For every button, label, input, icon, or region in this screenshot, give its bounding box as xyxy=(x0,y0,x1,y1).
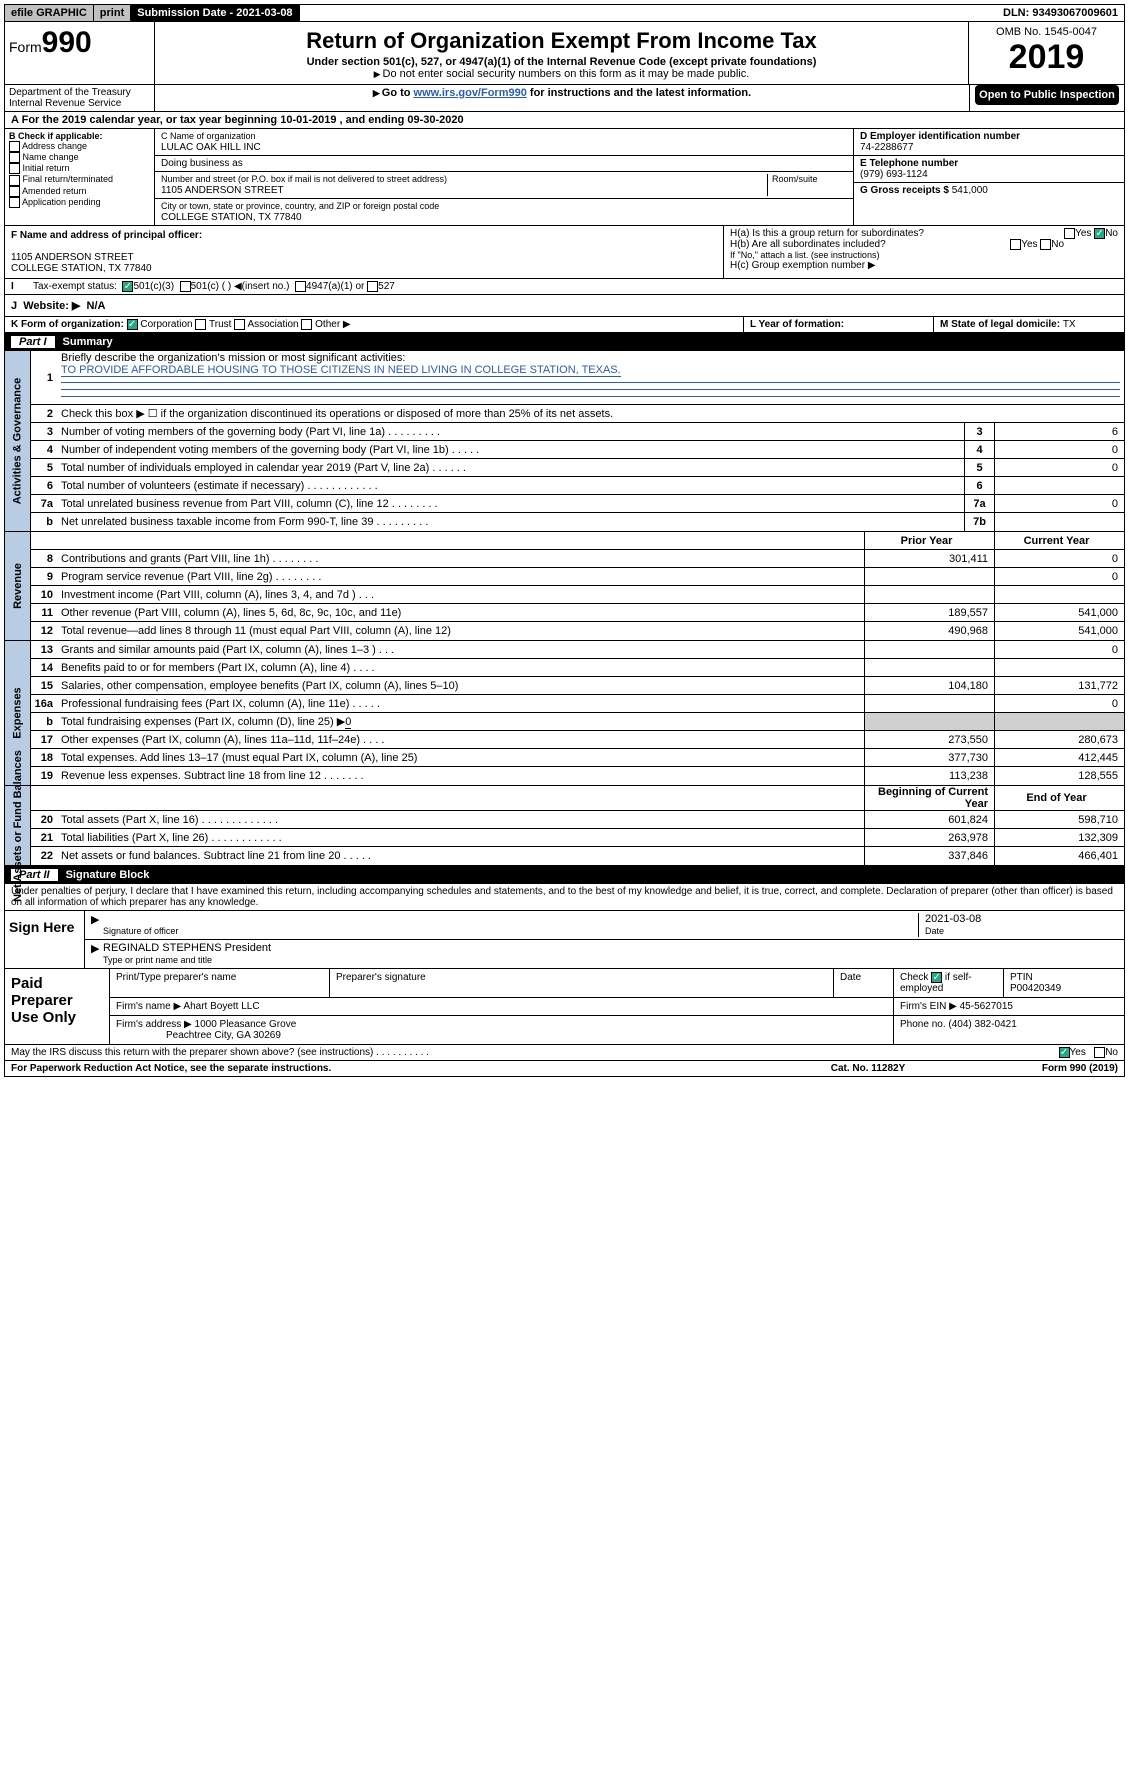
val-7b xyxy=(994,513,1124,531)
footer-row: For Paperwork Reduction Act Notice, see … xyxy=(4,1061,1125,1077)
gross-receipts: 541,000 xyxy=(952,185,988,196)
sidebar-revenue: Revenue xyxy=(12,563,24,609)
sidebar-expenses: Expenses xyxy=(12,687,24,738)
val-5: 0 xyxy=(994,459,1124,476)
org-city: COLLEGE STATION, TX 77840 xyxy=(161,212,302,223)
sign-here-label: Sign Here xyxy=(5,911,85,968)
ein: 74-2288677 xyxy=(860,142,913,153)
box-b: B Check if applicable: Address change Na… xyxy=(5,129,155,225)
box-h: H(a) Is this a group return for subordin… xyxy=(724,226,1124,278)
form-title: Return of Organization Exempt From Incom… xyxy=(159,28,964,54)
omb-number: OMB No. 1545-0047 xyxy=(973,26,1120,38)
box-c: C Name of organizationLULAC OAK HILL INC… xyxy=(155,129,854,225)
discuss-row: May the IRS discuss this return with the… xyxy=(4,1045,1125,1061)
section-expenses: Expenses 13Grants and similar amounts pa… xyxy=(4,641,1125,786)
val-4: 0 xyxy=(994,441,1124,458)
phone: (979) 693-1124 xyxy=(860,169,928,180)
section-bcd: B Check if applicable: Address change Na… xyxy=(4,129,1125,226)
val-3: 6 xyxy=(994,423,1124,440)
officer-name: REGINALD STEPHENS President xyxy=(103,942,271,954)
firm-name: Ahart Boyett LLC xyxy=(183,1001,259,1012)
sign-here-block: Sign Here ▶Signature of officer2021-03-0… xyxy=(4,911,1125,969)
part2-bar: Part IISignature Block xyxy=(4,866,1125,884)
form-subtitle: Under section 501(c), 527, or 4947(a)(1)… xyxy=(159,56,964,68)
val-7a: 0 xyxy=(994,495,1124,512)
sidebar-netassets: Net Assets or Fund Balances xyxy=(12,750,24,902)
goto-link-row: Go to www.irs.gov/Form990 for instructio… xyxy=(155,85,969,111)
firm-ein: 45-5627015 xyxy=(960,1001,1013,1012)
box-f: F Name and address of principal officer:… xyxy=(5,226,724,278)
dln: DLN: 93493067009601 xyxy=(997,5,1124,21)
top-toolbar: efile GRAPHIC print Submission Date - 20… xyxy=(4,4,1125,22)
paid-preparer-label: Paid Preparer Use Only xyxy=(5,969,110,1044)
mission-text: TO PROVIDE AFFORDABLE HOUSING TO THOSE C… xyxy=(61,364,621,377)
preparer-phone: (404) 382-0421 xyxy=(948,1019,1016,1030)
dept-row: Department of the Treasury Internal Reve… xyxy=(4,85,1125,112)
form-number: Form990 xyxy=(5,22,155,84)
part1-bar: Part ISummary xyxy=(4,333,1125,351)
print-button[interactable]: print xyxy=(94,5,131,21)
section-netassets: Net Assets or Fund Balances Beginning of… xyxy=(4,786,1125,866)
omb-cell: OMB No. 1545-0047 2019 xyxy=(969,22,1124,84)
form-title-block: Return of Organization Exempt From Incom… xyxy=(155,22,969,84)
section-revenue: Revenue Prior YearCurrent Year 8Contribu… xyxy=(4,532,1125,641)
form-header: Form990 Return of Organization Exempt Fr… xyxy=(4,22,1125,85)
paid-preparer-block: Paid Preparer Use Only Print/Type prepar… xyxy=(4,969,1125,1045)
note-ssn: Do not enter social security numbers on … xyxy=(159,68,964,80)
perjury-text: Under penalties of perjury, I declare th… xyxy=(4,884,1125,911)
efile-button[interactable]: efile GRAPHIC xyxy=(5,5,94,21)
dept-treasury: Department of the Treasury Internal Reve… xyxy=(5,85,155,111)
org-street: 1105 ANDERSON STREET xyxy=(161,185,284,196)
section-fh: F Name and address of principal officer:… xyxy=(4,226,1125,279)
org-name: LULAC OAK HILL INC xyxy=(161,142,261,153)
submission-date: Submission Date - 2021-03-08 xyxy=(131,5,299,21)
section-activities: Activities & Governance 1Briefly describ… xyxy=(4,351,1125,532)
row-i: I Tax-exempt status: ✓ 501(c)(3) 501(c) … xyxy=(4,279,1125,295)
row-j: J Website: ▶ N/A xyxy=(4,295,1125,317)
open-public: Open to Public Inspection xyxy=(969,85,1124,111)
val-6 xyxy=(994,477,1124,494)
row-k: K Form of organization: ✓ Corporation Tr… xyxy=(4,317,1125,333)
box-deg: D Employer identification number74-22886… xyxy=(854,129,1124,225)
irs-link[interactable]: www.irs.gov/Form990 xyxy=(414,87,527,99)
tax-year: 2019 xyxy=(973,38,1120,77)
line-a-taxyear: A For the 2019 calendar year, or tax yea… xyxy=(4,112,1125,129)
ptin: P00420349 xyxy=(1010,983,1061,994)
sidebar-activities: Activities & Governance xyxy=(12,378,24,505)
